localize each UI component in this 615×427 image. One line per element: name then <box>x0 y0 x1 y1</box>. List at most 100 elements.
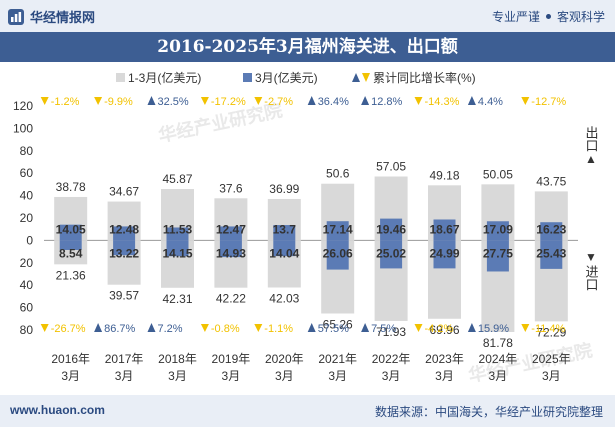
import-growth-label: 7.5% <box>371 323 396 335</box>
import-growth-label: -11.4% <box>531 323 565 335</box>
legend-swatch-march <box>243 73 252 82</box>
import-growth-down-arrow-icon <box>200 324 209 332</box>
dot-icon <box>545 14 551 19</box>
export-growth-up-arrow-icon <box>467 96 476 105</box>
import-march-bar <box>326 240 349 270</box>
export-march-bar <box>166 227 189 241</box>
slogan-tag-1: 专业严谨 <box>491 10 540 24</box>
import-growth-up-arrow-icon <box>94 323 103 332</box>
x-tick-label: 3月 <box>222 369 241 383</box>
export-march-bar <box>219 226 242 241</box>
import-march-bar <box>486 240 509 272</box>
import-growth-label: 86.7% <box>104 323 135 335</box>
import-march-label: 14.04 <box>269 246 299 260</box>
slogan: 专业严谨 客观科学 <box>492 8 605 25</box>
export-side-label: 出口 ▲ <box>581 126 601 167</box>
x-tick-label: 2019年 <box>212 352 251 366</box>
export-march-label: 17.14 <box>323 222 353 236</box>
import-growth-label: 15.9% <box>478 323 509 335</box>
slogan-tag-2: 客观科学 <box>556 10 605 24</box>
y-tick-label: 40 <box>20 278 34 292</box>
export-growth-label: 36.4% <box>318 96 349 108</box>
export-growth-down-arrow-icon <box>94 97 103 105</box>
export-march-label: 14.05 <box>56 222 86 236</box>
import-march-bar <box>166 240 189 257</box>
import-march-label: 25.02 <box>376 246 406 260</box>
export-march-label: 12.47 <box>216 222 246 236</box>
export-growth-label: -17.2% <box>211 96 246 108</box>
export-growth-label: 32.5% <box>158 96 189 108</box>
export-cumulative-label: 36.99 <box>269 182 299 196</box>
import-march-bar <box>59 240 82 250</box>
import-arrow-icon: ▼ <box>585 250 597 264</box>
x-tick-label: 2020年 <box>265 352 304 366</box>
export-march-label: 16.23 <box>536 222 566 236</box>
import-cumulative-label: 39.57 <box>109 289 139 303</box>
y-tick-label: 60 <box>20 166 34 180</box>
export-march-label: 11.53 <box>163 222 193 236</box>
top-bar: 华经情报网 专业严谨 客观科学 <box>0 0 615 32</box>
x-tick-label: 3月 <box>61 369 80 383</box>
legend-swatch-cumulative <box>116 73 125 82</box>
logo-icon <box>8 8 24 25</box>
export-cumulative-label: 37.6 <box>219 181 243 195</box>
import-growth-label: 7.2% <box>158 323 183 335</box>
import-march-bar <box>380 240 403 269</box>
export-cumulative-label: 50.05 <box>483 167 513 181</box>
import-growth-up-arrow-icon <box>361 323 370 332</box>
import-growth-down-arrow-icon <box>414 324 423 332</box>
export-cumulative-label: 45.87 <box>162 172 192 186</box>
export-cumulative-label: 43.75 <box>536 174 566 188</box>
x-tick-label: 2022年 <box>372 352 411 366</box>
x-tick-label: 2017年 <box>105 352 144 366</box>
export-march-label: 17.09 <box>483 222 513 236</box>
import-march-bar <box>113 240 136 256</box>
import-march-label: 27.75 <box>483 246 513 260</box>
import-cumulative-label: 81.78 <box>483 336 513 350</box>
import-growth-label: -0.8% <box>211 323 240 335</box>
y-tick-label: 60 <box>20 301 34 315</box>
export-growth-down-arrow-icon <box>254 97 263 105</box>
y-tick-label: 120 <box>13 99 33 113</box>
import-cumulative-label: 69.96 <box>429 323 459 337</box>
x-tick-label: 2024年 <box>479 352 518 366</box>
import-cumulative-label: 42.22 <box>216 292 246 306</box>
export-growth-label: 12.8% <box>371 96 402 108</box>
export-growth-up-arrow-icon <box>147 96 156 105</box>
footer: www.huaon.com 数据来源：中国海关，华经产业研究院整理 <box>0 395 615 427</box>
legend-label-growth: 累计同比增长率(%) <box>373 70 476 85</box>
y-tick-label: 80 <box>20 323 34 337</box>
x-tick-label: 2023年 <box>425 352 464 366</box>
import-march-bar <box>273 240 296 257</box>
export-cumulative-label: 38.78 <box>56 180 86 194</box>
export-growth-down-arrow-icon <box>200 97 209 105</box>
import-side-label: ▼ 进口 <box>581 250 601 291</box>
footer-url[interactable]: www.huaon.com <box>10 403 105 417</box>
export-march-label: 13.7 <box>273 222 297 236</box>
export-cumulative-label: 57.05 <box>376 160 406 174</box>
export-growth-up-arrow-icon <box>361 96 370 105</box>
import-label: 进口 <box>583 265 599 291</box>
export-cumulative-label: 34.67 <box>109 185 139 199</box>
export-growth-down-arrow-icon <box>40 97 49 105</box>
import-growth-up-arrow-icon <box>307 323 316 332</box>
export-growth-label: -12.7% <box>531 96 566 108</box>
export-march-label: 12.48 <box>109 222 139 236</box>
export-growth-label: -1.2% <box>51 96 80 108</box>
footer-source: 数据来源：中国海关，华经产业研究院整理 <box>374 405 603 419</box>
import-growth-label: 57.5% <box>318 323 349 335</box>
logo[interactable]: 华经情报网 <box>8 7 95 26</box>
import-cumulative-label: 72.29 <box>536 325 566 339</box>
export-growth-label: -2.7% <box>264 96 293 108</box>
export-march-bar <box>486 221 509 241</box>
legend-label-cumulative: 1-3月(亿美元) <box>128 70 201 85</box>
x-tick-label: 2021年 <box>318 352 357 366</box>
import-growth-label: -26.7% <box>51 323 86 335</box>
export-label: 出口 <box>583 126 599 152</box>
y-tick-label: 0 <box>26 233 33 247</box>
import-march-bar <box>219 240 242 258</box>
x-tick-label: 3月 <box>489 369 508 383</box>
export-growth-label: -14.3% <box>425 96 460 108</box>
import-march-bar <box>540 240 563 269</box>
